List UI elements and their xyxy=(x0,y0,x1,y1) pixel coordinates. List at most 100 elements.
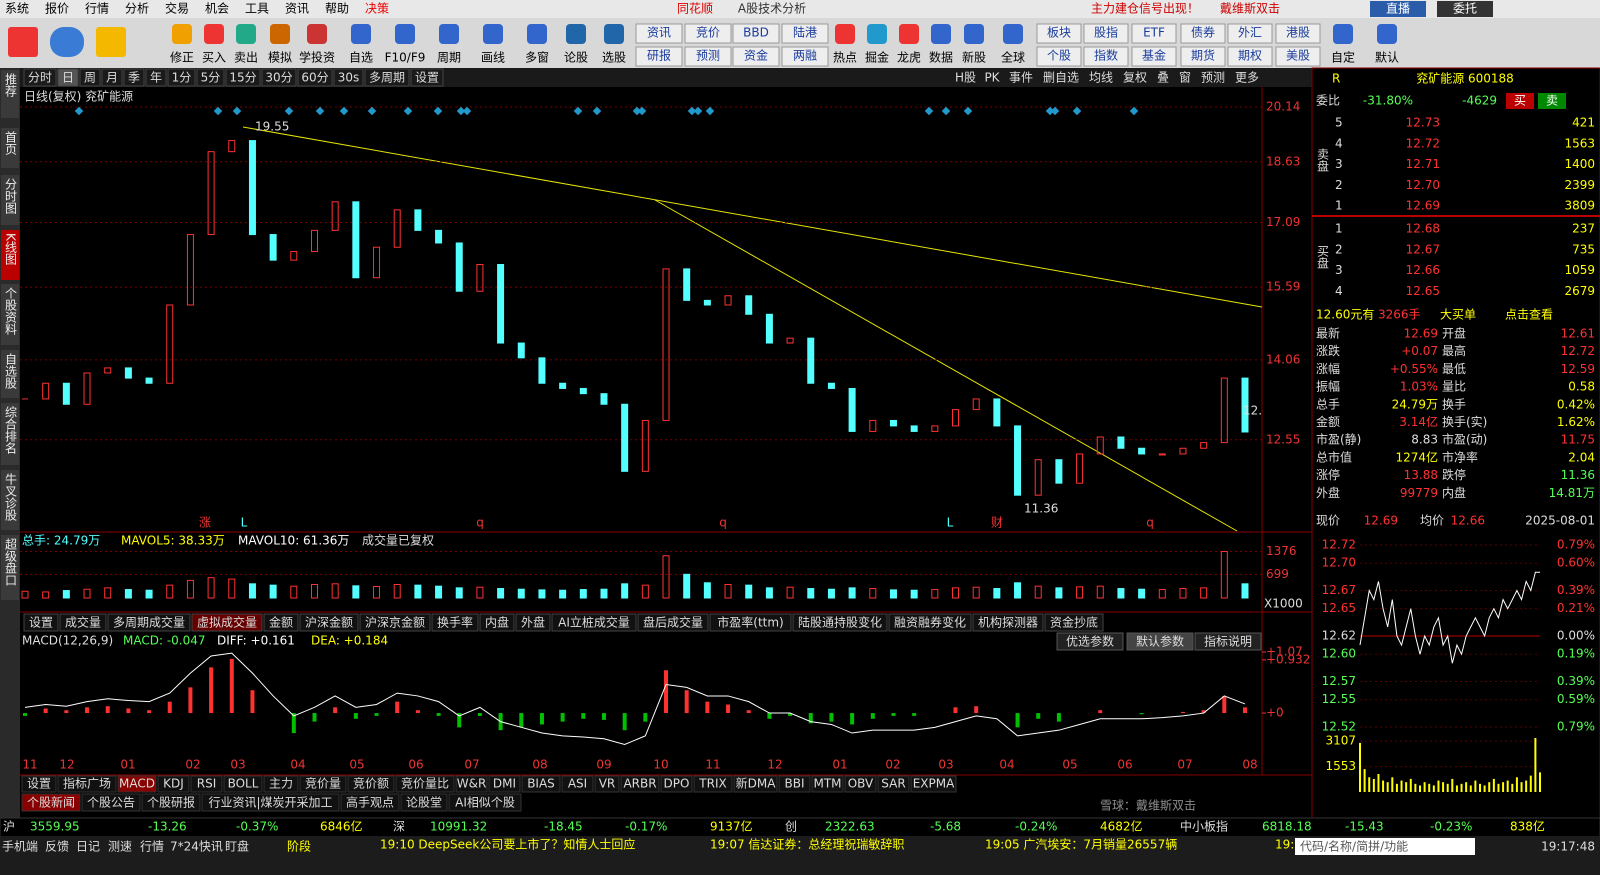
indicator-tab-label[interactable]: 设置 xyxy=(29,616,53,630)
toolbar-button[interactable]: 股指 xyxy=(1094,25,1118,40)
indicator-tab-label[interactable]: 设置 xyxy=(27,777,51,791)
toolbar-button[interactable]: 自定 xyxy=(1331,50,1355,65)
period-tab-label[interactable]: 60分 xyxy=(301,71,328,85)
button[interactable] xyxy=(1083,23,1129,44)
toolbar-button[interactable]: 修正 xyxy=(170,50,194,65)
indicator-tab[interactable] xyxy=(299,613,359,632)
menu-item[interactable]: 机会 xyxy=(205,2,229,16)
period-tab-label[interactable]: 5分 xyxy=(201,71,221,85)
news-tab[interactable] xyxy=(340,793,400,812)
indicator-tab[interactable] xyxy=(561,775,594,793)
button[interactable] xyxy=(684,23,732,44)
sidebar-label[interactable]: 自选股 xyxy=(4,353,18,390)
indicator-tab-label[interactable]: 多周期成交量 xyxy=(113,615,185,630)
button[interactable] xyxy=(1131,23,1177,44)
news-tab-label[interactable]: 个股公告 xyxy=(87,796,135,810)
chart-tool[interactable]: 删自选 xyxy=(1043,71,1079,85)
indicator-tab-label[interactable]: 竞价量 xyxy=(305,777,341,791)
news-tab[interactable] xyxy=(400,793,448,812)
period-tab-label[interactable]: 多周期 xyxy=(369,71,405,85)
event-marker[interactable]: q xyxy=(476,516,484,530)
indicator-tab-label[interactable]: 资金抄底 xyxy=(1050,615,1098,630)
toolbar-button[interactable]: 卖出 xyxy=(234,51,258,65)
toolbar-button[interactable]: 买入 xyxy=(202,51,226,65)
period-tab-label[interactable]: 年 xyxy=(150,71,162,85)
indicator-tab-label[interactable]: DMI xyxy=(493,777,516,791)
status-item[interactable]: 7*24快讯 xyxy=(170,840,223,854)
button[interactable] xyxy=(1036,23,1082,44)
button-label[interactable]: 指标说明 xyxy=(1204,634,1252,649)
indicator-tab[interactable] xyxy=(488,775,521,793)
sidebar-tab[interactable] xyxy=(1,175,19,225)
toolbar-button[interactable]: 学投资 xyxy=(299,50,335,65)
indicator-tab[interactable] xyxy=(57,775,117,793)
toolbar-button[interactable]: 画线 xyxy=(481,51,505,65)
button[interactable] xyxy=(1275,23,1321,44)
indicator-tab-label[interactable]: 融资融券变化 xyxy=(894,615,966,630)
button[interactable] xyxy=(635,23,683,44)
indicator-tab[interactable] xyxy=(21,775,57,793)
indicator-tab[interactable] xyxy=(107,613,191,632)
indicator-tab-label[interactable]: TRIX xyxy=(698,777,726,791)
indicator-tab-label[interactable]: AI立桩成交量 xyxy=(558,615,630,630)
period-tab[interactable] xyxy=(364,68,410,87)
indicator-tab[interactable] xyxy=(693,775,733,793)
period-tab[interactable] xyxy=(167,68,196,87)
indicator-tab[interactable] xyxy=(455,775,488,793)
indicator-tab-label[interactable]: BIAS xyxy=(527,777,555,791)
button[interactable] xyxy=(1180,23,1226,44)
toolbar-button[interactable]: 周期 xyxy=(437,51,461,65)
news-tab-label[interactable]: 个股研报 xyxy=(147,795,195,810)
sidebar-label[interactable]: K线图 xyxy=(4,233,18,265)
toolbar-button[interactable]: 全球 xyxy=(1001,50,1025,65)
news-tab-label[interactable]: 高手观点 xyxy=(346,795,394,810)
top-link[interactable]: 戴维斯双击 xyxy=(1220,1,1280,16)
period-tab[interactable] xyxy=(101,68,123,87)
indicator-tab[interactable] xyxy=(191,613,263,632)
period-tab[interactable] xyxy=(145,68,167,87)
button[interactable] xyxy=(1036,46,1082,67)
indicator-tab-label[interactable]: MTM xyxy=(813,777,841,791)
sidebar-label[interactable]: 个股资料 xyxy=(4,287,18,335)
button[interactable] xyxy=(1180,46,1226,67)
indicator-tab[interactable] xyxy=(515,613,551,632)
indicator-tab[interactable] xyxy=(263,775,299,793)
toolbar-button[interactable]: 外汇 xyxy=(1238,26,1262,40)
indicator-tab[interactable] xyxy=(620,775,660,793)
indicator-tab-label[interactable]: ASI xyxy=(568,777,587,791)
indicator-tab-label[interactable]: VR xyxy=(599,777,616,791)
period-tab[interactable] xyxy=(123,68,145,87)
period-tab-label[interactable]: 分时 xyxy=(28,71,52,85)
status-item[interactable]: 行情 xyxy=(140,840,164,854)
status-item[interactable]: 手机端 xyxy=(2,840,38,854)
indicator-tab[interactable] xyxy=(1044,613,1104,632)
sidebar-tab[interactable] xyxy=(1,70,19,118)
chart-tool[interactable]: 均线 xyxy=(1089,71,1113,85)
button[interactable] xyxy=(1083,46,1129,67)
period-tab-label[interactable]: 1分 xyxy=(172,71,192,85)
toolbar-button[interactable]: 默认 xyxy=(1375,50,1399,65)
indicator-tab-label[interactable]: RSI xyxy=(197,777,217,791)
indicator-tab-label[interactable]: 市盈率(ttm) xyxy=(717,615,783,630)
indicator-tab-label[interactable]: 成交量 xyxy=(65,615,101,630)
indicator-tab-label[interactable]: ARBR xyxy=(623,777,656,791)
button[interactable] xyxy=(1131,46,1177,67)
event-marker[interactable]: 涨 xyxy=(199,515,211,530)
indicator-tab[interactable] xyxy=(910,775,957,793)
indicator-tab[interactable] xyxy=(190,775,223,793)
period-tab-label[interactable]: 日 xyxy=(62,71,74,85)
indicator-tab[interactable] xyxy=(223,775,263,793)
indicator-tab[interactable] xyxy=(521,775,561,793)
toolbar-button[interactable]: 基金 xyxy=(1142,48,1166,63)
toolbar-button[interactable]: 论股 xyxy=(564,51,588,65)
indicator-tab[interactable] xyxy=(347,775,395,793)
chart-tool[interactable]: PK xyxy=(984,71,1000,85)
toolbar-button[interactable]: 期权 xyxy=(1238,49,1262,63)
menu-item[interactable]: 系统 xyxy=(5,2,29,16)
button-label[interactable]: 优选参数 xyxy=(1066,634,1114,649)
status-item[interactable]: 盯盘 xyxy=(225,839,249,854)
news-tab-label[interactable]: 行业资讯|煤炭开采加工 xyxy=(208,796,332,810)
button[interactable] xyxy=(732,23,780,44)
toolbar-button[interactable]: 研报 xyxy=(647,48,671,63)
event-marker[interactable]: 财 xyxy=(991,516,1003,530)
